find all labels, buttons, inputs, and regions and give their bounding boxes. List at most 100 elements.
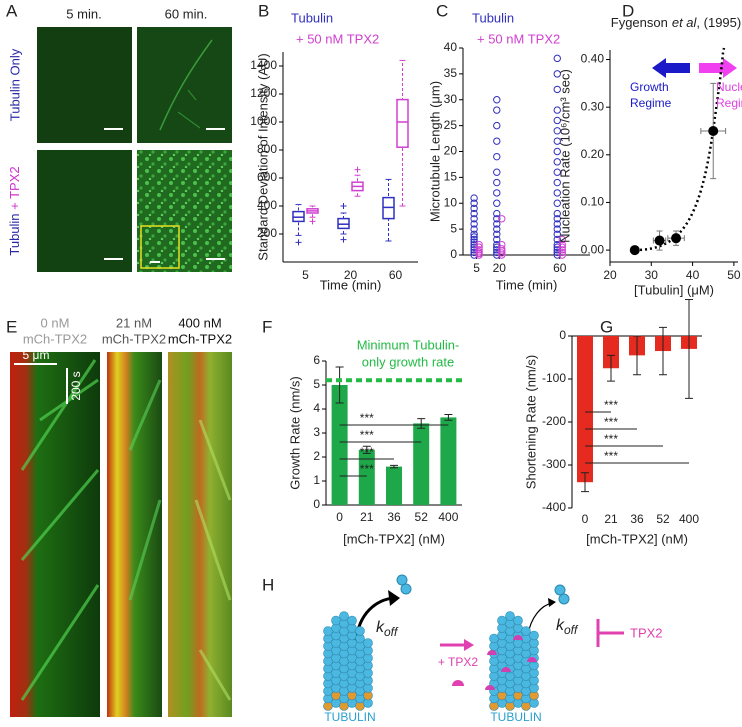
point: [470, 235, 478, 244]
significance-label: ***: [360, 428, 374, 442]
point: [493, 199, 501, 207]
y-tick-label: 1: [313, 473, 320, 487]
annotation: Nucleation: [716, 80, 742, 94]
significance-label: ***: [360, 411, 374, 425]
annotation: Regime: [630, 96, 672, 110]
point: [498, 240, 506, 249]
point: [553, 168, 561, 176]
x-axis-title: Time (min): [496, 277, 558, 292]
point: [470, 194, 478, 202]
rate-constant: koff: [376, 619, 399, 639]
tubulin-label: TUBULIN: [490, 710, 541, 724]
point: [558, 251, 566, 259]
x-tick-label: 30: [645, 268, 659, 282]
micrographs: [37, 27, 232, 272]
row-label-part: + TPX2: [7, 166, 22, 209]
point: [553, 127, 561, 135]
y-tick-label: 0: [450, 247, 457, 261]
mechanism-diagram: [323, 574, 624, 711]
y-tick-label: 10: [444, 195, 458, 209]
point: [553, 178, 561, 187]
panel-label: D: [622, 1, 634, 20]
point: [493, 178, 501, 187]
regime-arrows: [634, 47, 737, 252]
outlier: [340, 203, 347, 209]
bar: [331, 385, 348, 505]
point: [553, 209, 561, 218]
legend-label: Tubulin: [472, 10, 514, 25]
rate-constant: koff: [556, 617, 579, 637]
tpx2-molecule: [527, 657, 537, 662]
error-bar: [581, 472, 589, 493]
reference-label: only growth rate: [362, 355, 455, 370]
y-tick-label: 1200: [250, 86, 277, 100]
bar: [413, 423, 430, 505]
y-tick-label: 0.30: [581, 99, 605, 113]
y-tick-label: -200: [542, 414, 566, 428]
tubulin-subunit: [331, 615, 341, 626]
y-tick-label: 2: [313, 449, 320, 463]
significance-label: ***: [604, 415, 618, 429]
y-tick-label: 0.10: [581, 195, 605, 209]
x-tick-label: 36: [630, 512, 644, 526]
y-tick-label: 200: [257, 226, 277, 240]
x-tick-label: 5: [473, 261, 480, 275]
y-tick-label: 0: [313, 497, 320, 511]
outlier: [309, 218, 316, 225]
bar: [577, 336, 593, 483]
point: [475, 248, 483, 256]
y-tick-label: 20: [444, 144, 458, 158]
y-tick-label: 15: [444, 170, 458, 184]
y-tick-label: 0.40: [581, 52, 605, 66]
x-axis-title: [mCh-TPX2] (nM): [586, 531, 688, 546]
y-tick-label: 5: [313, 377, 320, 391]
annotation: Growth: [630, 80, 669, 94]
y-tick-label: 400: [257, 198, 277, 212]
point: [493, 168, 501, 176]
point: [498, 245, 506, 253]
point: [493, 235, 501, 244]
y-tick-label: -100: [542, 371, 566, 385]
error-bar: [444, 414, 453, 421]
x-tick-label: 36: [387, 510, 401, 524]
y-tick-label: 600: [257, 170, 277, 184]
x-tick-label: 5: [302, 268, 309, 282]
tubulin-subunit: [521, 626, 531, 636]
title-part: et al: [672, 15, 698, 30]
added-label: + TPX2: [438, 655, 478, 669]
point: [493, 121, 501, 130]
outlier: [295, 239, 302, 246]
x-tick-label: 21: [604, 512, 618, 526]
error-bar: [685, 298, 693, 399]
x-tick-label: 20: [493, 261, 507, 275]
significance-label: ***: [604, 398, 618, 412]
bar: [358, 449, 375, 505]
y-axis-title: Nucleation Rate (10⁶/cm³ sec): [557, 69, 572, 243]
point: [470, 233, 478, 241]
error-bar: [417, 418, 426, 429]
point: [493, 215, 501, 223]
y-tick-label: 0.00: [581, 242, 605, 256]
kymo-label: mCh-TPX2: [168, 331, 232, 346]
y-tick-label: 1400: [250, 58, 277, 72]
point: [470, 215, 478, 223]
point: [708, 125, 719, 136]
tubulin-subunit: [529, 630, 539, 641]
row-label: Tubulin Only: [7, 48, 22, 121]
point: [493, 240, 501, 249]
point: [498, 215, 506, 223]
significance-label: ***: [604, 449, 618, 463]
y-tick-label: 35: [444, 66, 458, 80]
annotation: Regime: [716, 96, 742, 110]
point: [475, 246, 483, 254]
y-tick-label: 800: [257, 142, 277, 156]
error-bar: [659, 326, 667, 376]
tubulin-subunit: [363, 638, 373, 648]
chart-title: Fygenson et al, (1995): [611, 15, 741, 30]
point: [493, 96, 501, 104]
kymo-label: mCh-TPX2: [102, 331, 166, 346]
rate-subscript: off: [384, 625, 399, 639]
x-tick-label: 60: [389, 268, 403, 282]
point: [493, 251, 501, 259]
